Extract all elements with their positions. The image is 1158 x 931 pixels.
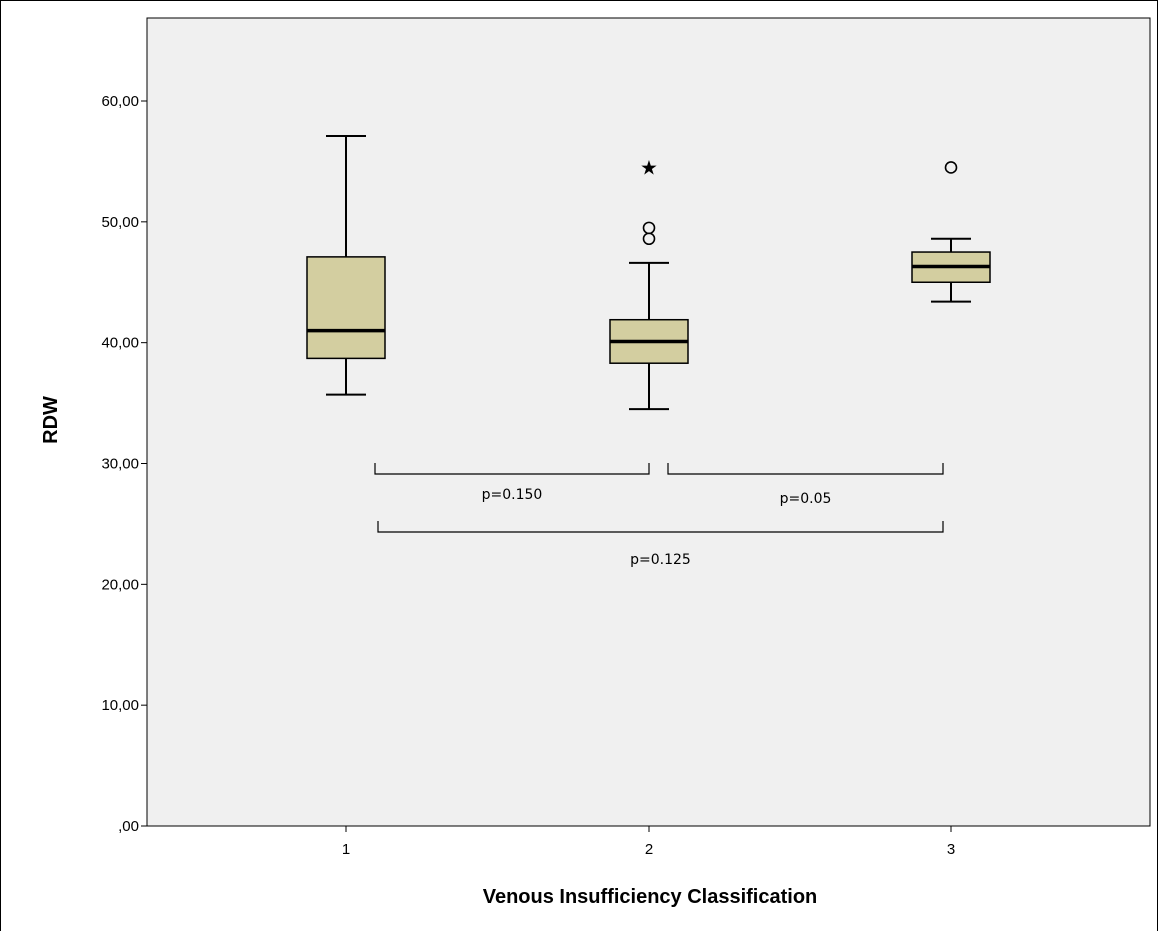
bracket-line bbox=[374, 463, 650, 475]
y-tick-label: 40,00 bbox=[101, 335, 139, 352]
bracket-line bbox=[667, 463, 944, 475]
comparisons-layer: p=0.150 p=0.05 p=0.125 bbox=[374, 463, 944, 568]
y-tick-label: 20,00 bbox=[101, 576, 139, 593]
comparison-bracket: p=0.05 bbox=[667, 463, 944, 507]
x-axis-title: Venous Insufficiency Classification bbox=[483, 886, 818, 908]
x-tick-label: 1 bbox=[342, 841, 350, 858]
outlier-point bbox=[944, 161, 958, 174]
y-axis: ,00 10,00 20,00 30,00 40,00 50,00 60,00 bbox=[101, 93, 147, 835]
p-value-label: p=0.05 bbox=[780, 491, 832, 507]
p-value-label: p=0.125 bbox=[630, 552, 691, 568]
comparison-bracket: p=0.125 bbox=[377, 521, 944, 568]
extreme-point: ★ bbox=[640, 155, 658, 179]
comparison-bracket: p=0.150 bbox=[374, 463, 650, 503]
x-tick-label: 3 bbox=[947, 841, 955, 858]
outlier-point bbox=[642, 221, 656, 235]
box bbox=[306, 256, 386, 360]
x-tick-label: 2 bbox=[645, 841, 653, 858]
y-tick-label: 60,00 bbox=[101, 93, 139, 110]
y-tick-label: 10,00 bbox=[101, 697, 139, 714]
y-tick-label: ,00 bbox=[118, 818, 139, 835]
box-group bbox=[306, 135, 386, 396]
y-axis-title: RDW bbox=[40, 396, 62, 444]
box-group: ★ bbox=[609, 155, 689, 411]
box-group bbox=[911, 161, 991, 303]
bracket-line bbox=[377, 521, 944, 533]
plot-area bbox=[146, 17, 1151, 827]
boxes-layer: ★ bbox=[306, 135, 991, 411]
y-tick-label: 30,00 bbox=[101, 456, 139, 473]
y-tick-label: 50,00 bbox=[101, 214, 139, 231]
p-value-label: p=0.150 bbox=[482, 487, 543, 503]
x-axis: 1 2 3 bbox=[342, 826, 955, 858]
